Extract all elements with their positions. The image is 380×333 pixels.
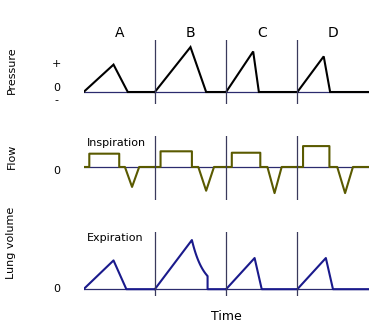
Text: Pressure: Pressure <box>6 46 16 94</box>
Text: D: D <box>328 26 338 40</box>
Text: 0: 0 <box>53 284 60 294</box>
Text: +: + <box>52 59 61 69</box>
Text: Time: Time <box>211 310 241 323</box>
Text: 0: 0 <box>53 166 60 176</box>
Text: Flow: Flow <box>6 144 16 169</box>
Text: A: A <box>114 26 124 40</box>
Text: Lung volume: Lung volume <box>6 207 16 279</box>
Text: 0: 0 <box>53 83 60 93</box>
Text: -: - <box>54 95 59 105</box>
Text: Inspiration: Inspiration <box>86 138 146 148</box>
Text: C: C <box>257 26 267 40</box>
Text: B: B <box>186 26 195 40</box>
Text: Expiration: Expiration <box>86 233 143 243</box>
